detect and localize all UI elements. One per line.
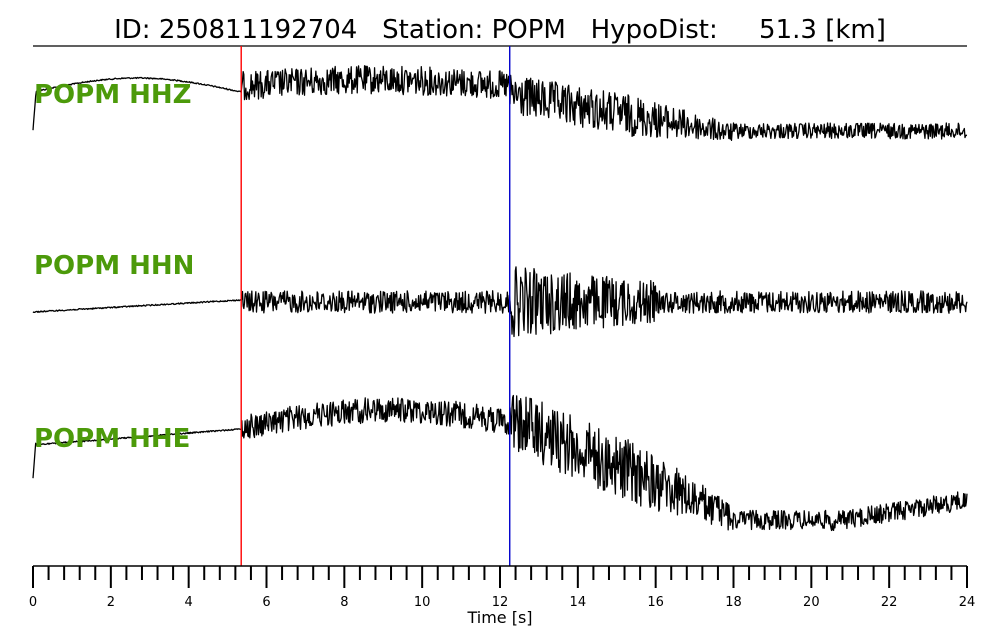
x-tick-label: 0 xyxy=(29,595,37,610)
x-tick-label: 12 xyxy=(492,595,509,610)
x-tick-label: 14 xyxy=(570,595,587,610)
x-tick-label: 24 xyxy=(959,595,976,610)
picks-group xyxy=(240,46,511,566)
traces-group xyxy=(32,65,968,532)
trace-popm-hhn xyxy=(32,266,968,338)
x-tick-label: 18 xyxy=(725,595,742,610)
channel-label: POPM HHZ xyxy=(34,80,192,110)
x-tick-label: 6 xyxy=(262,595,270,610)
trace-popm-hhe xyxy=(32,394,968,532)
x-tick-label: 2 xyxy=(107,595,115,610)
channel-label: POPM HHE xyxy=(34,424,190,454)
x-axis-ticks: 0 2 4 6 8 10 12 14 16 18 20 22 24 xyxy=(29,566,975,610)
channel-label: POPM HHN xyxy=(34,251,194,281)
channel-labels-group: POPM HHZ POPM HHN POPM HHE xyxy=(34,80,194,454)
trace-popm-hhz xyxy=(32,65,968,142)
x-tick-label: 22 xyxy=(881,595,898,610)
x-axis-label: Time [s] xyxy=(466,608,532,627)
x-tick-label: 8 xyxy=(340,595,348,610)
x-tick-label: 20 xyxy=(803,595,820,610)
x-tick-label: 10 xyxy=(414,595,431,610)
x-tick-label: 16 xyxy=(647,595,664,610)
x-tick-label: 4 xyxy=(185,595,193,610)
chart-title: ID: 250811192704 Station: POPM HypoDist:… xyxy=(114,15,886,45)
